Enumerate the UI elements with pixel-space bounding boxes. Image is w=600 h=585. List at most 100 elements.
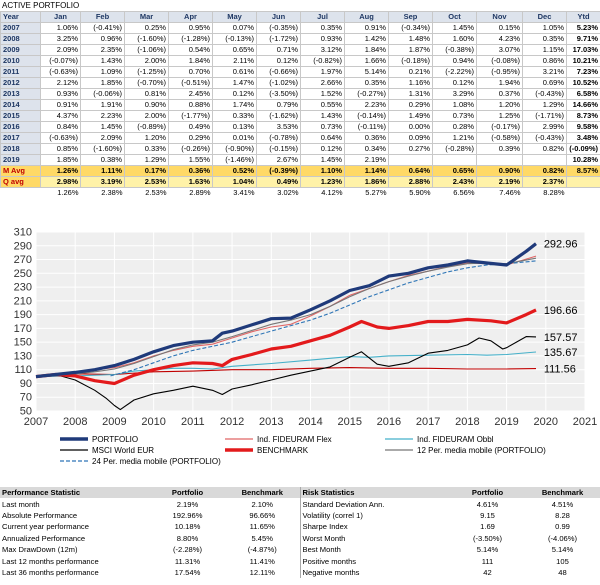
- table-cell: 1.08%: [432, 99, 477, 111]
- performance-label: Last 36 months performance: [2, 567, 99, 577]
- table-cell: (-1.02%): [256, 77, 301, 89]
- risk-value: 5.14%: [476, 545, 499, 555]
- performance-value: 10.18%: [174, 522, 201, 532]
- table-cell: 1.05%: [522, 22, 567, 34]
- table-cell: 7.46%: [476, 187, 523, 199]
- table-cell: (-1.46%): [212, 154, 257, 166]
- performance-value: Portfolio: [150, 487, 225, 499]
- performance-line-chart: 5070901101301501701902102302502702903102…: [14, 227, 598, 467]
- table-cell: 0.21%: [388, 66, 433, 78]
- table-cell: 2.23%: [344, 99, 389, 111]
- table-cell: 1.97%: [300, 66, 345, 78]
- table-cell: 8.73%: [566, 110, 600, 122]
- table-cell: 1.60%: [432, 33, 477, 45]
- y-tick-label: 250: [14, 268, 32, 280]
- table-row: Last 36 months performance 17.54% 12.11% Ne…: [0, 566, 600, 579]
- table-cell: 0.35%: [300, 22, 345, 34]
- table-cell: 9.71%: [566, 33, 600, 45]
- x-tick-label: 2017: [416, 416, 440, 428]
- y-tick-label: 150: [14, 337, 32, 349]
- end-value-label: 111.56: [544, 364, 576, 376]
- x-tick-label: 2020: [534, 416, 558, 428]
- table-row: 2018 0.85% (-1.60%) 0.33% (-0.26%) (-0.90%) (-…: [0, 143, 600, 155]
- risk-value: Portfolio: [450, 487, 525, 499]
- table-cell: (-0.58%): [476, 132, 523, 144]
- table-cell: 0.49%: [256, 176, 301, 188]
- table-cell: 1.48%: [388, 33, 433, 45]
- x-tick-label: 2013: [259, 416, 283, 428]
- performance-value: (-4.87%): [247, 545, 277, 555]
- table-cell: 0.65%: [212, 44, 257, 56]
- table-cell: 1.66%: [344, 55, 389, 67]
- table-row: 2010 (-0.07%) 1.43% 2.00% 1.84% 2.11% 0.12% (-0…: [0, 55, 600, 67]
- table-cell: 1.16%: [388, 77, 433, 89]
- table-cell: [566, 176, 600, 188]
- table-cell: 0.55%: [300, 99, 345, 111]
- table-cell: [566, 187, 600, 199]
- table-cell: 2.19%: [344, 154, 389, 166]
- table-cell: 0.35%: [522, 33, 567, 45]
- table-cell: 1.94%: [476, 77, 523, 89]
- table-cell: (-1.25%): [124, 66, 169, 78]
- table-cell: 1.06%: [40, 22, 81, 34]
- table-cell: 3.53%: [256, 121, 301, 133]
- risk-value: Benchmark: [525, 487, 600, 499]
- legend-entry: MSCI World EUR: [92, 446, 154, 455]
- table-cell: 2.53%: [124, 187, 169, 199]
- table-cell: 0.36%: [168, 165, 213, 177]
- risk-label: Sharpe Index: [299, 521, 450, 533]
- table-row: Q avg 2.98% 3.19% 2.53% 1.63% 1.04% 0.49% 1.23%…: [0, 176, 600, 188]
- table-cell: 4.12%: [300, 187, 345, 199]
- table-cell: 2.43%: [432, 176, 477, 188]
- table-cell: (-0.39%): [256, 165, 301, 177]
- legend-entry: 12 Per. media mobile (PORTFOLIO): [417, 446, 546, 455]
- performance-value: (-2.28%): [172, 545, 203, 555]
- performance-value: 2.19%: [176, 499, 199, 509]
- table-cell: [432, 154, 477, 166]
- column-header-oct: Oct: [432, 11, 477, 23]
- table-cell: 0.81%: [124, 88, 169, 100]
- table-cell: 3.21%: [522, 66, 567, 78]
- table-row: Last 12 months performance 11.31% 11.41% Po…: [0, 555, 600, 567]
- table-cell: 2.11%: [212, 55, 257, 67]
- x-tick-label: 2015: [337, 416, 361, 428]
- risk-value: 4.51%: [551, 499, 574, 509]
- table-cell: 0.13%: [212, 121, 257, 133]
- table-cell: 0.54%: [168, 44, 213, 56]
- table-cell: 0.09%: [388, 132, 433, 144]
- table-cell: 0.36%: [344, 132, 389, 144]
- table-cell: 0.65%: [432, 165, 477, 177]
- row-label: 2013: [0, 88, 41, 100]
- table-cell: 2.09%: [80, 132, 125, 144]
- table-cell: 0.94%: [432, 55, 477, 67]
- table-cell: (-1.72%): [256, 33, 301, 45]
- table-cell: 7.23%: [566, 66, 600, 78]
- table-cell: 1.26%: [40, 187, 81, 199]
- table-cell: 1.25%: [476, 110, 523, 122]
- table-cell: 1.84%: [344, 44, 389, 56]
- x-tick-label: 2019: [494, 416, 518, 428]
- table-cell: 0.33%: [124, 143, 169, 155]
- column-header-feb: Feb: [80, 11, 125, 23]
- table-cell: 4.37%: [40, 110, 81, 122]
- table-row: Current year performance 10.18% 11.65% Shar…: [0, 521, 600, 533]
- series-line-24-per-media-mobile-portfolio-: [110, 260, 537, 377]
- table-cell: 0.25%: [124, 22, 169, 34]
- page-title: ACTIVE PORTFOLIO: [2, 1, 80, 10]
- table-cell: 1.09%: [80, 66, 125, 78]
- table-cell: 2.00%: [124, 110, 169, 122]
- row-label: 2012: [0, 77, 41, 89]
- column-header-ytd: Ytd: [566, 11, 600, 23]
- table-cell: 1.49%: [388, 110, 433, 122]
- table-cell: 0.00%: [388, 121, 433, 133]
- table-cell: 0.29%: [168, 132, 213, 144]
- table-cell: 0.88%: [168, 99, 213, 111]
- table-cell: 0.12%: [256, 55, 301, 67]
- y-tick-label: 270: [14, 254, 32, 266]
- table-cell: 0.69%: [522, 77, 567, 89]
- table-cell: 3.41%: [212, 187, 257, 199]
- row-label: 2011: [0, 66, 41, 78]
- risk-value: 1.69: [480, 522, 495, 532]
- table-cell: 1.23%: [300, 176, 345, 188]
- table-row: 1.26% 2.38% 2.53% 2.89% 3.41% 3.02% 4.12% 5.27%…: [0, 187, 600, 199]
